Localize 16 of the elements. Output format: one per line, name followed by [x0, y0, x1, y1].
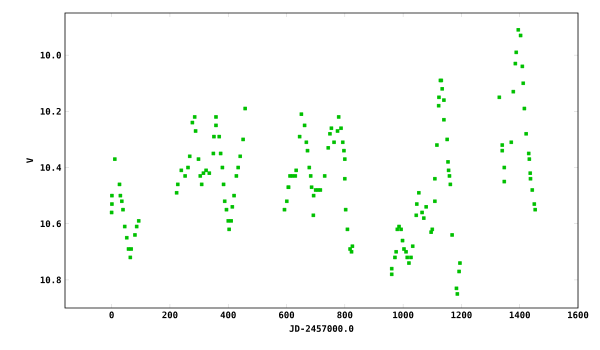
y-tick-label: 10.8: [40, 276, 61, 284]
x-tick-label: 400: [220, 312, 236, 318]
x-tick-label: 600: [279, 312, 294, 318]
x-tick-label: 800: [337, 312, 352, 318]
y-tick-label: 10.0: [40, 52, 61, 59]
x-tick-label: 1600: [568, 312, 588, 318]
y-axis-title: V: [26, 158, 34, 163]
x-tick-label: 0: [109, 312, 114, 318]
x-tick-label: 1000: [393, 312, 414, 318]
y-tick-label: 10.4: [40, 164, 62, 171]
x-axis-title: JD-2457000.0: [290, 325, 354, 332]
x-tick-label: 1200: [451, 312, 472, 318]
y-tick-label: 10.6: [40, 220, 61, 228]
x-tick-label: 200: [162, 312, 178, 318]
y-tick-label: 10.2: [40, 108, 61, 115]
x-tick-label: 1400: [510, 312, 530, 318]
